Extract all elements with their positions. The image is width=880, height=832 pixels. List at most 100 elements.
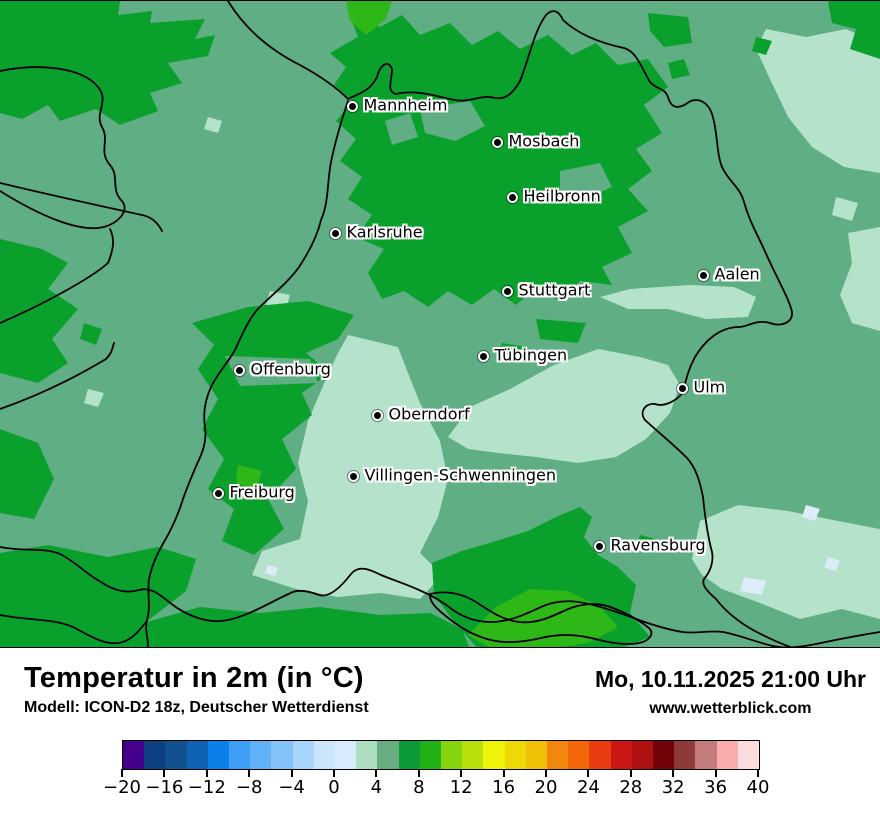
model-info: Modell: ICON-D2 18z, Deutscher Wetterdie… <box>24 699 369 716</box>
legend-cell <box>653 741 675 769</box>
regions-bright-8-10c <box>236 1 618 647</box>
valid-datetime: Mo, 10.11.2025 21:00 Uhr <box>594 666 866 692</box>
legend-cell <box>441 741 463 769</box>
legend-tick <box>375 769 378 777</box>
city-marker-ravensburg: Ravensburg <box>593 536 706 555</box>
city-label: Stuttgart <box>518 280 591 300</box>
city-marker-mosbach: Mosbach <box>491 132 579 151</box>
datetime-block: Mo, 10.11.2025 21:00 Uhr www.wetterblick… <box>595 662 866 718</box>
legend-cell <box>525 741 548 769</box>
city-marker-freiburg: Freiburg <box>212 483 295 502</box>
page-title: Temperatur in 2m (in °C) <box>24 662 364 694</box>
city-dot-icon <box>506 191 518 203</box>
legend-cell <box>610 741 632 769</box>
city-marker-mannheim: Mannheim <box>346 96 447 115</box>
legend-tick <box>545 769 547 777</box>
legend-scale: −20 −16 −12 −8 −4 0 4 8 12 16 20 24 28 32 36 40 <box>103 768 769 812</box>
legend-tick-label: −4 <box>278 777 305 798</box>
city-dot-icon <box>233 364 245 376</box>
legend-cell <box>547 741 569 769</box>
legend-tick-label: 0 <box>328 777 340 798</box>
legend-cell <box>271 741 293 769</box>
legend-cell <box>144 741 166 769</box>
legend-tick <box>205 769 208 777</box>
weather-map: Mannheim Mosbach Heilbronn Karlsruhe Stuttga… <box>0 0 880 648</box>
legend-cell <box>335 741 357 769</box>
legend-cell <box>631 741 654 769</box>
legend-cell <box>165 741 187 769</box>
city-dot-icon <box>491 136 503 148</box>
legend-tick-label: 4 <box>370 777 383 798</box>
map-footer: Temperatur in 2m (in °C) Modell: ICON-D2… <box>0 648 880 718</box>
city-marker-aalen: Aalen <box>697 265 760 284</box>
legend-cell <box>589 741 611 769</box>
legend-tick-label: −8 <box>235 777 263 798</box>
city-dot-icon <box>477 350 489 362</box>
city-dot-icon <box>697 269 709 281</box>
legend-cell <box>123 741 145 769</box>
legend-tick <box>333 769 335 777</box>
city-marker-ulm: Ulm <box>676 378 725 397</box>
regions-paleblue-0-2c <box>265 505 840 595</box>
city-dot-icon <box>212 487 224 499</box>
legend-tick <box>757 769 759 777</box>
temperature-raster <box>0 1 880 647</box>
city-label: Freiburg <box>229 482 295 502</box>
city-dot-icon <box>676 382 688 394</box>
legend-cell <box>398 741 420 769</box>
city-marker-karlsruhe: Karlsruhe <box>329 223 423 242</box>
legend-cell <box>229 741 251 769</box>
legend-tick <box>417 769 420 777</box>
legend-tick-label: 28 <box>619 777 643 798</box>
legend-cell <box>313 741 336 769</box>
city-marker-oberndorf: Oberndorf <box>371 405 470 424</box>
city-label: Mannheim <box>363 95 448 115</box>
city-marker-stuttgart: Stuttgart <box>501 281 590 300</box>
legend-cell <box>716 741 738 769</box>
city-dot-icon <box>347 470 359 482</box>
legend-tick-label: 12 <box>449 777 473 798</box>
legend-tick <box>163 769 166 777</box>
legend-tick <box>121 769 123 777</box>
legend-tick-label: 32 <box>661 777 685 798</box>
legend-bar <box>122 740 760 770</box>
legend-tick-label: 24 <box>576 777 600 798</box>
legend-tick-label: −20 <box>103 777 141 798</box>
legend-tick <box>248 769 251 777</box>
legend-tick-label: −12 <box>187 777 226 798</box>
legend-cell <box>504 741 526 769</box>
city-marker-heilbronn: Heilbronn <box>506 187 601 206</box>
legend-tick-label: 16 <box>492 777 516 798</box>
legend-tick <box>587 769 590 777</box>
regions-base-gaps <box>225 101 612 386</box>
legend-tick-label: 8 <box>413 777 425 798</box>
legend-cell <box>356 741 378 769</box>
legend-cell <box>377 741 399 769</box>
legend-tick <box>672 769 675 777</box>
legend-tick <box>502 769 505 777</box>
border-lines <box>0 1 880 647</box>
city-marker-villingen-schwenningen: Villingen-Schwenningen <box>347 466 556 485</box>
city-label: Mosbach <box>508 131 580 151</box>
legend-cell <box>695 741 717 769</box>
legend-tick <box>460 769 463 777</box>
city-dot-icon <box>329 227 341 239</box>
legend-tick-label: 20 <box>534 777 558 798</box>
legend-tick <box>290 769 293 777</box>
city-label: Ulm <box>693 377 726 397</box>
legend-cell <box>483 741 505 769</box>
city-marker-offenburg: Offenburg <box>233 360 331 379</box>
legend-cell <box>186 741 208 769</box>
legend-cell <box>207 741 230 769</box>
color-legend: −20 −16 −12 −8 −4 0 4 8 12 16 20 24 28 32 36 40 <box>0 732 880 832</box>
city-dot-icon <box>346 100 358 112</box>
legend-tick-label: −16 <box>145 777 184 798</box>
city-label: Villingen-Schwenningen <box>364 465 556 485</box>
city-label: Offenburg <box>250 359 331 379</box>
legend-cell <box>462 741 484 769</box>
title-block: Temperatur in 2m (in °C) Modell: ICON-D2… <box>24 662 369 717</box>
legend-tick <box>629 769 632 777</box>
legend-cell <box>250 741 272 769</box>
website-url: www.wetterblick.com <box>649 700 812 717</box>
city-marker-t-bingen: Tübingen <box>477 346 567 365</box>
